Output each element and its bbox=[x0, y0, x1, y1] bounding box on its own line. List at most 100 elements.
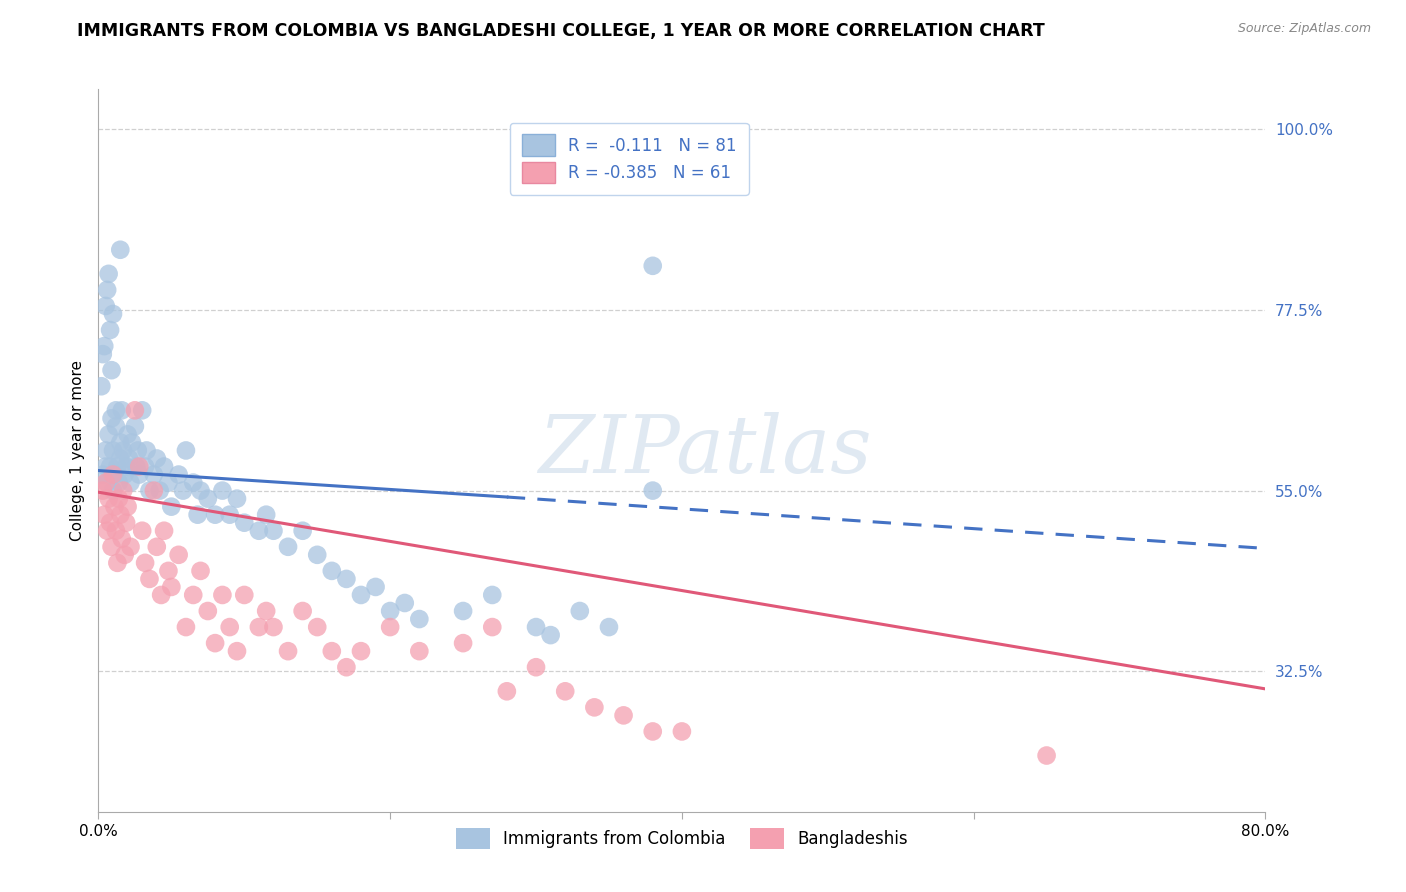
Point bbox=[612, 708, 634, 723]
Point bbox=[254, 508, 277, 522]
Point bbox=[91, 483, 114, 498]
Point bbox=[114, 467, 136, 482]
Point bbox=[98, 459, 121, 474]
Point bbox=[90, 379, 112, 393]
Point bbox=[91, 467, 114, 482]
Point bbox=[187, 508, 209, 522]
Point bbox=[671, 724, 693, 739]
Point bbox=[496, 684, 519, 698]
Point bbox=[97, 267, 120, 281]
Point bbox=[103, 500, 125, 514]
Point bbox=[142, 467, 165, 482]
Point bbox=[108, 475, 131, 490]
Point bbox=[335, 660, 357, 674]
Point bbox=[307, 548, 329, 562]
Point bbox=[291, 604, 314, 618]
Point bbox=[124, 419, 146, 434]
Text: IMMIGRANTS FROM COLOMBIA VS BANGLADESHI COLLEGE, 1 YEAR OR MORE CORRELATION CHAR: IMMIGRANTS FROM COLOMBIA VS BANGLADESHI … bbox=[77, 22, 1045, 40]
Point bbox=[125, 459, 148, 474]
Point bbox=[101, 483, 124, 498]
Point bbox=[111, 403, 134, 417]
Point bbox=[100, 540, 122, 554]
Point bbox=[262, 524, 284, 538]
Point bbox=[350, 588, 373, 602]
Point bbox=[233, 516, 256, 530]
Point bbox=[146, 540, 169, 554]
Point bbox=[451, 604, 474, 618]
Point bbox=[94, 443, 117, 458]
Point bbox=[101, 307, 124, 321]
Point bbox=[153, 524, 176, 538]
Point bbox=[211, 588, 233, 602]
Point bbox=[105, 556, 128, 570]
Point bbox=[97, 427, 120, 442]
Point bbox=[142, 483, 165, 498]
Point bbox=[277, 644, 299, 658]
Point bbox=[124, 403, 146, 417]
Point bbox=[121, 435, 143, 450]
Point bbox=[167, 548, 190, 562]
Point bbox=[149, 483, 172, 498]
Point bbox=[408, 612, 430, 626]
Point bbox=[160, 580, 183, 594]
Point bbox=[96, 475, 118, 490]
Point bbox=[540, 628, 562, 642]
Point bbox=[138, 572, 160, 586]
Point bbox=[181, 588, 204, 602]
Point bbox=[160, 500, 183, 514]
Point bbox=[641, 483, 664, 498]
Point bbox=[174, 620, 197, 634]
Point bbox=[131, 524, 153, 538]
Point bbox=[98, 516, 121, 530]
Point bbox=[408, 644, 430, 658]
Point bbox=[112, 483, 135, 498]
Point bbox=[104, 524, 127, 538]
Point bbox=[247, 524, 270, 538]
Point bbox=[114, 548, 136, 562]
Point bbox=[321, 564, 343, 578]
Point bbox=[146, 451, 169, 466]
Point bbox=[94, 475, 117, 490]
Point bbox=[350, 644, 373, 658]
Point bbox=[103, 467, 125, 482]
Point bbox=[120, 475, 142, 490]
Point bbox=[197, 604, 219, 618]
Point bbox=[307, 620, 329, 634]
Point bbox=[91, 347, 114, 361]
Point bbox=[247, 620, 270, 634]
Point bbox=[104, 419, 127, 434]
Point bbox=[93, 508, 115, 522]
Point bbox=[128, 459, 150, 474]
Point bbox=[127, 443, 149, 458]
Point bbox=[93, 339, 115, 353]
Point bbox=[641, 724, 664, 739]
Point bbox=[335, 572, 357, 586]
Point bbox=[94, 299, 117, 313]
Point bbox=[218, 508, 240, 522]
Point bbox=[554, 684, 576, 698]
Point bbox=[583, 700, 606, 714]
Point bbox=[157, 475, 180, 490]
Text: ZIPatlas: ZIPatlas bbox=[538, 412, 872, 489]
Point bbox=[394, 596, 416, 610]
Point bbox=[157, 564, 180, 578]
Point bbox=[190, 564, 212, 578]
Point bbox=[96, 524, 118, 538]
Point bbox=[451, 636, 474, 650]
Point bbox=[524, 620, 547, 634]
Point bbox=[598, 620, 620, 634]
Point bbox=[128, 467, 150, 482]
Legend: Immigrants from Colombia, Bangladeshis: Immigrants from Colombia, Bangladeshis bbox=[449, 820, 915, 857]
Point bbox=[233, 588, 256, 602]
Point bbox=[111, 532, 134, 546]
Point bbox=[254, 604, 277, 618]
Point bbox=[100, 411, 122, 425]
Point bbox=[105, 459, 128, 474]
Point bbox=[120, 540, 142, 554]
Point bbox=[481, 588, 503, 602]
Point bbox=[568, 604, 591, 618]
Point bbox=[226, 491, 249, 506]
Point bbox=[97, 491, 120, 506]
Point bbox=[96, 283, 118, 297]
Point bbox=[277, 540, 299, 554]
